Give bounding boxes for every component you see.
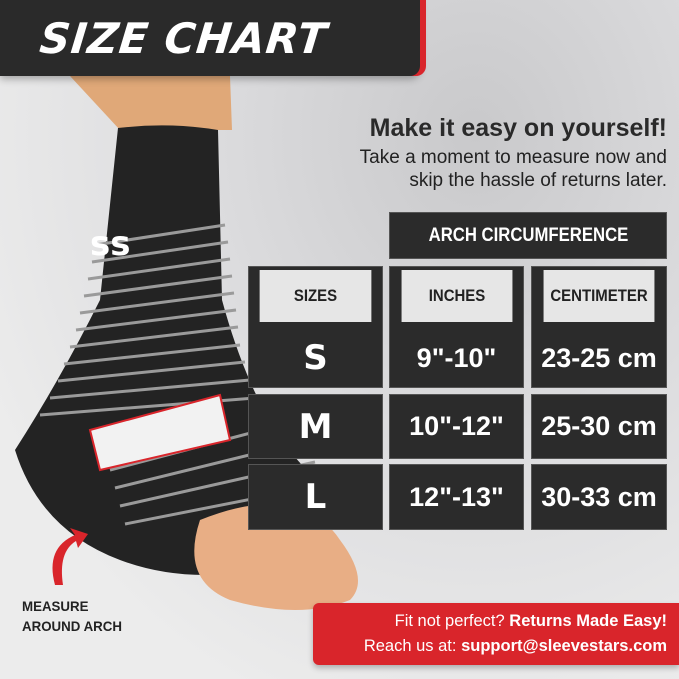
- cm-m: 25-30 cm: [531, 394, 667, 459]
- measuring-tape: [88, 393, 232, 472]
- fit-text: Fit not perfect?: [394, 612, 505, 630]
- curved-arrow-icon: [52, 528, 88, 585]
- inches-l: 12"-13": [389, 464, 524, 530]
- inches-s: 9"-10": [416, 342, 497, 373]
- inches-m: 10"-12": [389, 394, 524, 459]
- subtitle-line: skip the hassle of returns later.: [409, 170, 667, 191]
- measure-line: AROUND ARCH: [22, 618, 123, 634]
- size-s: S: [303, 338, 328, 378]
- title: SIZE CHART: [37, 14, 330, 63]
- returns-text: Returns Made Easy!: [509, 612, 667, 630]
- group-header: ARCH CIRCUMFERENCE: [389, 212, 667, 259]
- header-inches: INCHES: [401, 270, 513, 322]
- measure-instruction: MEASURE AROUND ARCH: [22, 596, 122, 636]
- header-sizes: SIZES: [259, 270, 372, 322]
- subtitle: Take a moment to measure now and skip the…: [247, 146, 667, 192]
- size-m: M: [248, 394, 383, 459]
- sleevestars-logo: ss: [90, 224, 130, 264]
- reach-text: Reach us at:: [363, 637, 457, 655]
- subtitle-line: Take a moment to measure now and: [359, 147, 667, 168]
- title-banner: SIZE CHART: [0, 0, 420, 76]
- tagline: Make it easy on yourself!: [369, 114, 667, 142]
- cm-s: 23-25 cm: [541, 342, 657, 373]
- cm-l: 30-33 cm: [531, 464, 667, 530]
- group-header-text: ARCH CIRCUMFERENCE: [428, 224, 628, 246]
- returns-banner: Fit not perfect? Returns Made Easy! Reac…: [313, 603, 679, 665]
- size-l: L: [248, 464, 383, 530]
- support-email[interactable]: support@sleevestars.com: [461, 637, 667, 655]
- header-centimeter: CENTIMETER: [543, 270, 655, 322]
- measure-line: MEASURE: [22, 598, 89, 614]
